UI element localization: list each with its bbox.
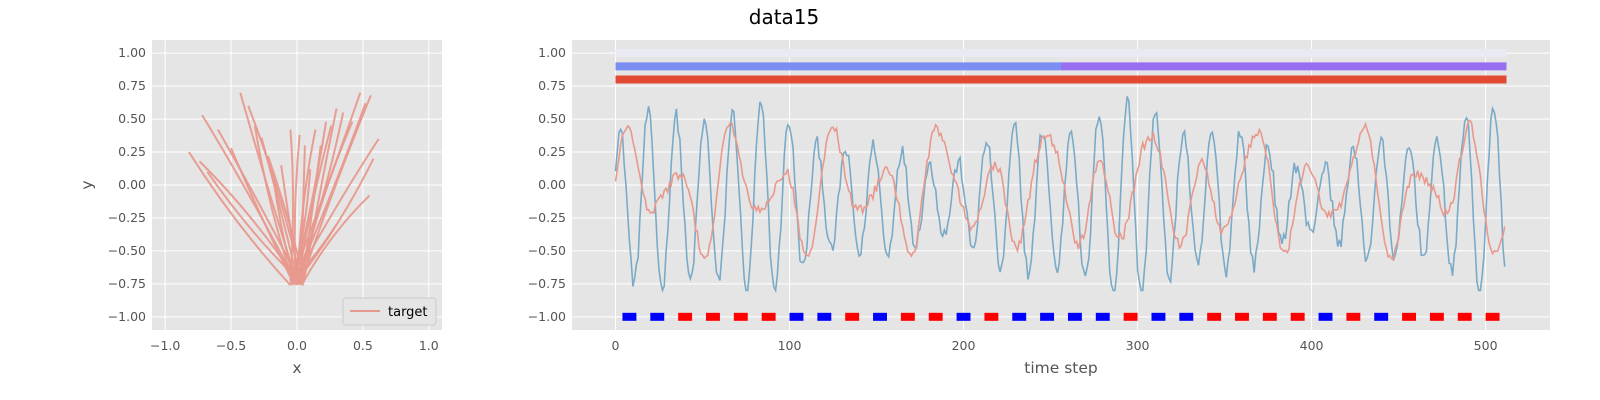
legend: target: [342, 297, 437, 326]
left-series-stroke: [290, 138, 380, 286]
right-ytick-label: 0.75: [538, 78, 566, 93]
left-series-stroke: [230, 147, 293, 281]
left-axes: −1.0 −0.5 0.0 0.5 1.0 −1.00 −0.75 −0.50 −0.25 0.…: [78, 40, 442, 377]
left-x-axis-label: x: [292, 359, 301, 377]
left-series-stroke: [198, 160, 300, 284]
left-series-stroke: [289, 129, 295, 282]
right-ytick-label: −1.00: [528, 309, 566, 324]
right-ytick-label: 0.50: [538, 111, 566, 126]
right-blue-series-line: [614, 96, 1506, 294]
right-ytick-label: 0.00: [538, 177, 566, 192]
left-ytick-label: 0.00: [118, 177, 146, 192]
left-y-axis-label: y: [78, 180, 96, 189]
right-axes: 0 100 200 300 400 500 −1.00 −0.75 −0.50 −0.25 0.0…: [528, 40, 1550, 377]
legend-label-target: target: [388, 305, 428, 320]
left-series-target: [188, 92, 380, 286]
right-xtick-label: 0: [612, 338, 620, 353]
right-xtick-labels: 0 100 200 300 400 500: [612, 338, 1498, 353]
figure-title: data15: [749, 5, 820, 29]
right-ytick-labels: −1.00 −0.75 −0.50 −0.25 0.00 0.25 0.50 0.75 1.00: [528, 45, 566, 324]
left-series-stroke: [201, 114, 297, 282]
right-series: [614, 96, 1506, 294]
left-ytick-label: −1.00: [108, 309, 146, 324]
left-series-stroke: [206, 171, 305, 286]
left-xtick-label: −1.0: [150, 338, 180, 353]
legend-box: [342, 297, 437, 326]
right-red-series-line: [614, 119, 1506, 262]
right-xtick-label: 100: [778, 338, 802, 353]
left-series-stroke: [188, 151, 292, 286]
left-xtick-label: −0.5: [216, 338, 246, 353]
left-ytick-label: −0.75: [108, 276, 146, 291]
left-xtick-label: 0.0: [287, 338, 307, 353]
left-series-stroke: [294, 102, 367, 281]
right-xtick-label: 400: [1300, 338, 1324, 353]
left-ytick-label: −0.50: [108, 243, 146, 258]
right-ytick-label: −0.50: [528, 243, 566, 258]
left-ytick-label: −0.25: [108, 210, 146, 225]
left-xtick-labels: −1.0 −0.5 0.0 0.5 1.0: [150, 338, 439, 353]
left-series-stroke: [297, 125, 333, 281]
left-series-stroke: [301, 194, 371, 285]
left-series-stroke: [300, 94, 372, 283]
right-ytick-label: 0.25: [538, 144, 566, 159]
right-xtick-label: 200: [952, 338, 976, 353]
left-series-stroke: [253, 125, 294, 282]
left-ytick-label: 1.00: [118, 45, 146, 60]
right-x-axis-label: time step: [1024, 359, 1097, 377]
left-series-stroke: [239, 92, 298, 283]
left-ytick-label: 0.50: [118, 111, 146, 126]
right-ytick-label: 1.00: [538, 45, 566, 60]
left-ytick-label: 0.75: [118, 78, 146, 93]
right-xtick-label: 500: [1474, 338, 1498, 353]
left-ytick-labels: −1.00 −0.75 −0.50 −0.25 0.00 0.25 0.50 0.75 1.00: [108, 45, 146, 324]
left-series-stroke: [296, 158, 375, 282]
left-xtick-label: 0.5: [353, 338, 373, 353]
right-bands: [615, 49, 1507, 84]
right-ytick-label: −0.25: [528, 210, 566, 225]
right-xtick-label: 300: [1126, 338, 1150, 353]
left-ytick-label: 0.25: [118, 144, 146, 159]
left-series-stroke: [292, 223, 338, 281]
left-xtick-label: 1.0: [419, 338, 439, 353]
left-series-stroke: [289, 92, 362, 285]
right-ytick-label: −0.75: [528, 276, 566, 291]
